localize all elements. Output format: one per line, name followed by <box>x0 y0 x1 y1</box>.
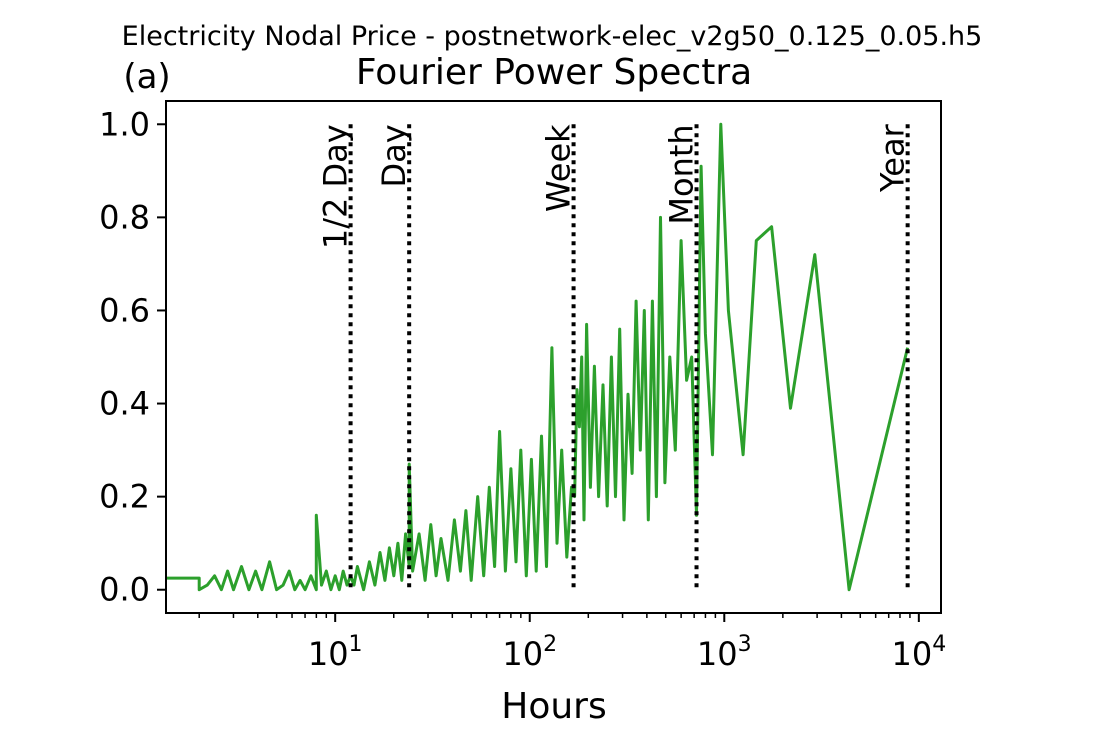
y-tick-label: 1.0 <box>99 105 150 143</box>
y-tick-label: 0.0 <box>99 571 150 609</box>
series-line-0 <box>166 122 910 592</box>
x-tick-label: 104 <box>891 632 946 673</box>
marker-label: Year <box>874 123 912 193</box>
x-tick-label: 101 <box>308 632 363 673</box>
y-tick-label: 0.4 <box>99 385 150 423</box>
marker-label: Week <box>540 124 578 212</box>
series-layer <box>166 122 910 592</box>
marker-layer: 1/2 Day Day Week Month Year <box>317 123 912 590</box>
y-tick-label: 0.2 <box>99 478 150 516</box>
chart-suptitle: Electricity Nodal Price - postnetwork-el… <box>122 21 983 52</box>
x-axis: 101 102 103 104 <box>198 613 946 673</box>
marker-label: Day <box>375 124 413 187</box>
marker-label: 1/2 Day <box>317 124 355 249</box>
x-axis-label: Hours <box>501 686 606 727</box>
plot-frame <box>165 100 942 614</box>
y-tick-label: 0.8 <box>99 198 150 236</box>
y-axis: 0.0 0.2 0.4 0.6 0.8 1.0 <box>99 105 166 609</box>
panel-label: (a) <box>123 57 170 97</box>
x-tick-label: 102 <box>502 632 557 673</box>
chart-title: Fourier Power Spectra <box>356 52 752 93</box>
marker-label: Month <box>663 124 701 224</box>
y-tick-label: 0.6 <box>99 291 150 329</box>
x-tick-label: 103 <box>697 632 752 673</box>
